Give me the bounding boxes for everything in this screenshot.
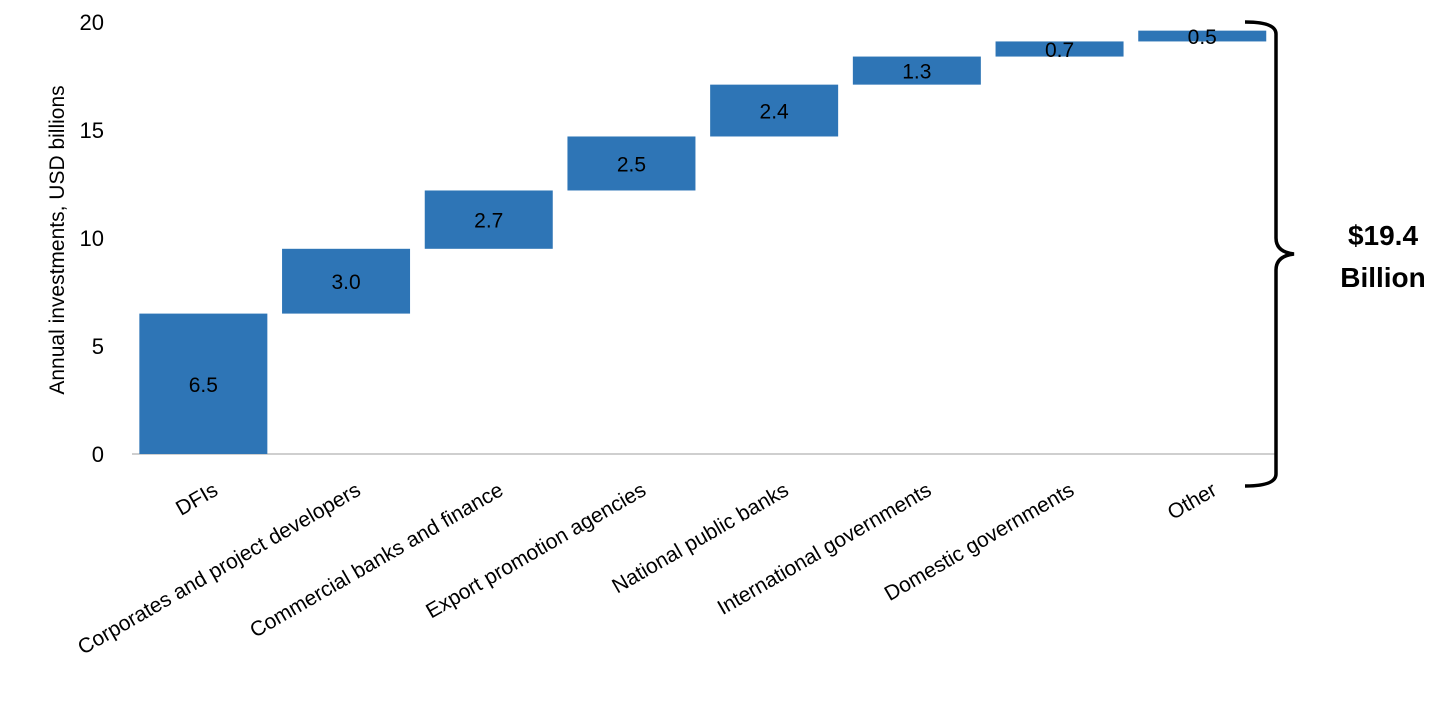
bar-value-label: 2.4 (760, 101, 790, 124)
y-axis-ticks: 0 5 10 15 20 (80, 10, 104, 467)
total-brace (1244, 20, 1295, 488)
y-tick-label: 20 (80, 10, 104, 35)
data-labels-group: 6.5 3.0 2.7 2.5 2.4 1.3 0.7 0.5 (189, 26, 1217, 397)
total-annotation-unit: Billion (1340, 262, 1426, 293)
category-label: DFIs (172, 478, 222, 520)
bar (139, 313, 268, 454)
bar-value-label: 2.7 (474, 210, 503, 233)
bar (995, 41, 1124, 57)
y-tick-label: 10 (80, 226, 104, 251)
y-tick-label: 0 (92, 442, 104, 467)
bar (424, 190, 553, 249)
bar-value-label: 0.5 (1188, 26, 1217, 49)
bar-value-label: 2.5 (617, 153, 646, 176)
bars-group (139, 30, 1267, 454)
bar (282, 248, 411, 314)
bar-value-label: 3.0 (331, 271, 360, 294)
category-label: Other (1164, 478, 1221, 524)
bar-value-label: 6.5 (189, 374, 218, 397)
total-annotation-amount: $19.4 (1348, 220, 1418, 251)
bar (710, 84, 839, 137)
category-label: Commercial banks and finance (246, 478, 507, 642)
bar (567, 136, 696, 191)
y-axis-label: Annual investments, USD billions (46, 85, 69, 394)
bar-value-label: 0.7 (1045, 39, 1074, 62)
bar-value-label: 1.3 (902, 61, 931, 84)
category-label: Corporates and project developers (74, 478, 365, 659)
y-tick-label: 5 (92, 334, 104, 359)
bar (1138, 30, 1267, 42)
y-tick-label: 15 (80, 118, 104, 143)
bar (852, 56, 981, 85)
